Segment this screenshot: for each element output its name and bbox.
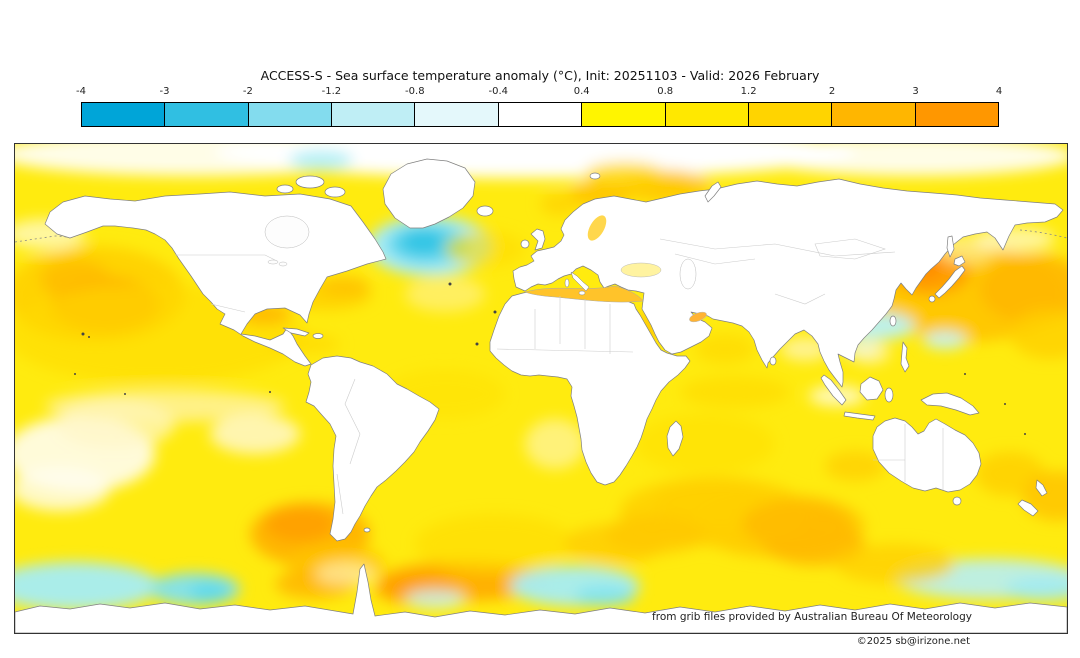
colorbar-segments <box>81 102 999 127</box>
falklands <box>363 527 371 533</box>
novaya-zemlya <box>704 181 722 203</box>
south-america <box>305 355 440 542</box>
new-guinea <box>920 392 980 416</box>
baltic-sea <box>587 215 607 241</box>
honshu <box>934 265 966 299</box>
arctic-island-1 <box>295 175 325 189</box>
colorbar-ticks: -4 -3 -2 -1.2 -0.8 -0.4 0.4 0.8 1.2 2 3 4 <box>76 86 1003 99</box>
sicily <box>578 290 586 296</box>
colorbar-tick-label: -1.2 <box>321 86 342 97</box>
arctic-island-3 <box>276 184 294 194</box>
persian-gulf <box>689 311 707 323</box>
hokkaido <box>953 255 966 267</box>
colorbar-tick-label: -4 <box>76 86 86 97</box>
hudson-bay <box>264 215 310 249</box>
colorbar-segment <box>665 103 749 126</box>
colorbar-segment <box>332 103 416 126</box>
colorbar-segment <box>915 103 998 126</box>
italy <box>570 271 590 292</box>
colorbar-segment <box>748 103 833 126</box>
australia <box>872 417 982 493</box>
colorbar-tick-label: 0.4 <box>573 86 590 97</box>
eurasia <box>512 178 1064 388</box>
great-britain <box>530 228 546 251</box>
island-specks <box>74 282 1026 435</box>
sakhalin <box>946 235 955 258</box>
africa <box>489 290 691 486</box>
kyushu <box>928 295 936 303</box>
map-frame: from grib files provided by Australian B… <box>14 143 1068 634</box>
colorbar-tick-label: -2 <box>242 86 253 97</box>
madagascar <box>666 420 684 457</box>
iceland <box>476 205 494 217</box>
colorbar: -4 -3 -2 -1.2 -0.8 -0.4 0.4 0.8 1.2 2 3 4 <box>76 86 1003 127</box>
colorbar-tick-label: 3 <box>912 86 919 97</box>
hispaniola <box>312 333 324 339</box>
cuba <box>282 327 310 337</box>
data-credit: from grib files provided by Australian B… <box>652 611 972 623</box>
colorbar-tick-label: -0.4 <box>488 86 509 97</box>
anomaly-field <box>15 144 1067 610</box>
colorbar-tick-label: 1.2 <box>740 86 757 97</box>
new-zealand-north <box>1035 479 1048 497</box>
svalbard <box>589 172 601 180</box>
black-sea <box>620 262 662 278</box>
new-zealand-south <box>1017 499 1039 517</box>
tasmania <box>952 496 962 506</box>
colorbar-tick-label: -3 <box>159 86 170 97</box>
colorbar-segment <box>415 103 499 126</box>
great-lake-1 <box>267 259 279 265</box>
colorbar-segment <box>832 103 916 126</box>
antarctica <box>15 563 1067 633</box>
philippines <box>900 341 910 373</box>
inland-seas <box>264 215 707 323</box>
borneo <box>859 376 884 401</box>
colorbar-tick-label: -0.8 <box>405 86 425 97</box>
country-borders <box>175 238 944 515</box>
colorbar-segment <box>498 103 583 126</box>
colorbar-segment <box>248 103 333 126</box>
chart-title: ACCESS-S - Sea surface temperature anoma… <box>260 68 820 83</box>
great-lake-2 <box>278 261 288 267</box>
aleutian-islands <box>15 229 1067 243</box>
colorbar-tick-label: 0.8 <box>657 86 674 97</box>
colorbar-segment <box>582 103 666 126</box>
colorbar-tick-label: 4 <box>995 86 1003 97</box>
sardinia <box>564 278 570 288</box>
landmasses <box>15 158 1067 633</box>
sumatra <box>820 374 847 406</box>
taiwan <box>889 315 897 327</box>
ireland <box>520 239 530 249</box>
colorbar-segment <box>165 103 249 126</box>
copyright: ©2025 sb@irizone.net <box>856 636 970 647</box>
caspian-sea <box>679 258 697 290</box>
java <box>843 411 876 421</box>
arctic-island-2 <box>324 186 346 198</box>
colorbar-segment <box>82 103 166 126</box>
greenland <box>382 158 476 229</box>
sri-lanka <box>769 356 777 366</box>
colorbar-tick-label: 2 <box>828 86 836 97</box>
sulawesi <box>884 387 894 403</box>
world-map <box>15 144 1067 633</box>
